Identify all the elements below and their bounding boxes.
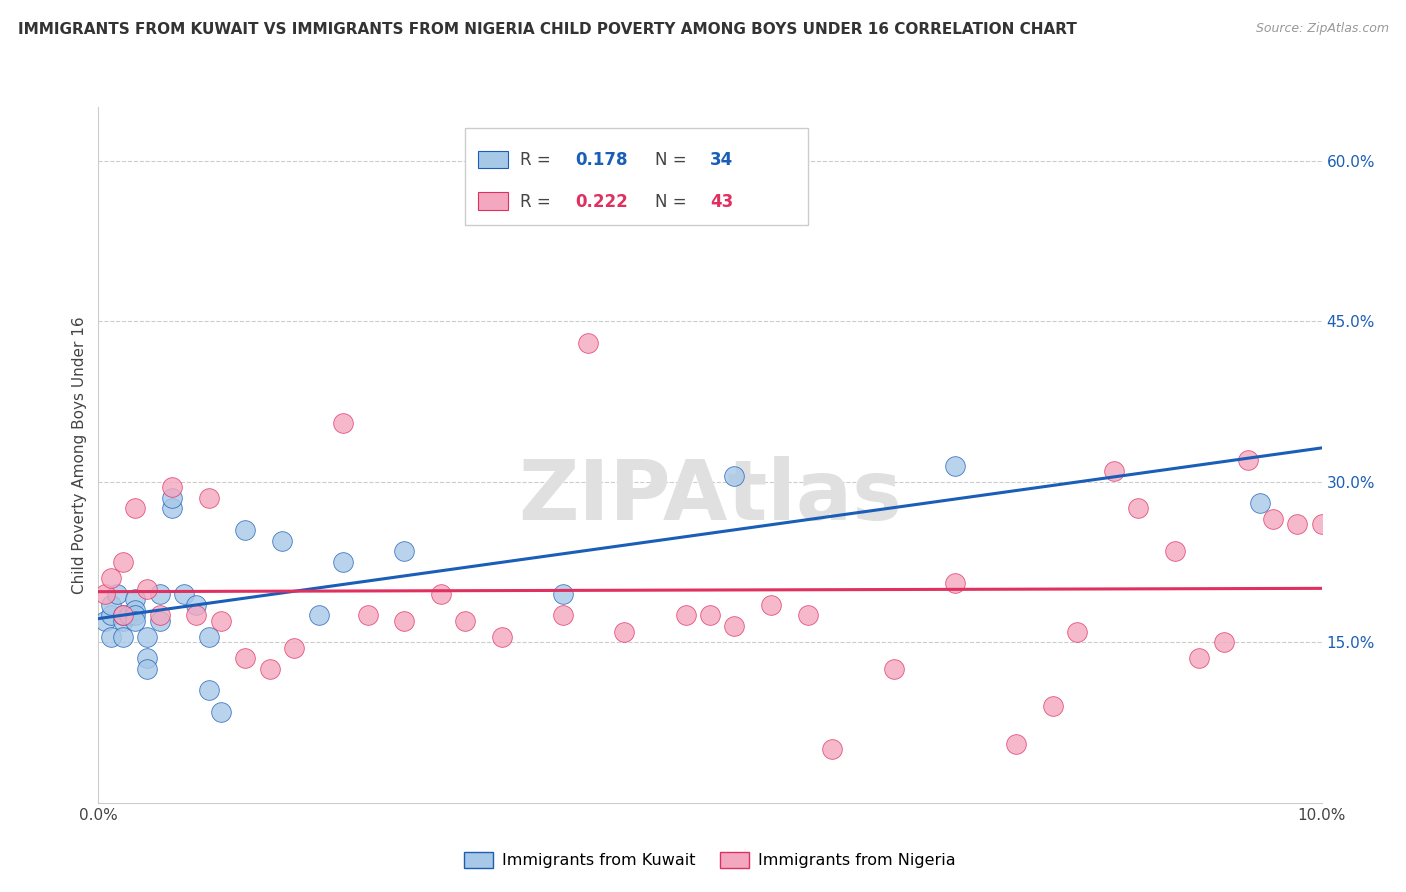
Point xyxy=(723,619,745,633)
Point xyxy=(723,469,745,483)
Point xyxy=(259,662,281,676)
Point xyxy=(392,544,416,558)
Point xyxy=(1261,512,1284,526)
Text: 0.178: 0.178 xyxy=(575,151,628,169)
Text: ZIPAtlas: ZIPAtlas xyxy=(517,456,903,537)
Point xyxy=(124,614,146,628)
Point xyxy=(233,523,256,537)
Point xyxy=(160,491,183,505)
Point xyxy=(1066,624,1088,639)
Text: 34: 34 xyxy=(710,151,734,169)
Text: 43: 43 xyxy=(710,193,734,211)
Point xyxy=(576,335,599,350)
Point xyxy=(111,614,134,628)
Point xyxy=(613,624,636,639)
Bar xyxy=(478,193,508,210)
Point xyxy=(124,592,146,607)
Point xyxy=(100,571,122,585)
Point xyxy=(1249,496,1271,510)
Point xyxy=(332,555,354,569)
Point xyxy=(308,608,330,623)
Point xyxy=(136,651,159,665)
Point xyxy=(943,458,966,473)
Point xyxy=(491,630,513,644)
Point xyxy=(136,582,159,596)
Point xyxy=(699,608,721,623)
Point xyxy=(111,608,134,623)
Point xyxy=(197,630,219,644)
Point xyxy=(1310,517,1333,532)
Point xyxy=(943,576,966,591)
Point xyxy=(430,587,453,601)
FancyBboxPatch shape xyxy=(465,128,808,226)
Point xyxy=(797,608,820,623)
Text: R =: R = xyxy=(520,151,557,169)
Point xyxy=(173,587,195,601)
Point xyxy=(1042,699,1064,714)
Point xyxy=(233,651,256,665)
Point xyxy=(136,662,159,676)
Point xyxy=(124,603,146,617)
Point xyxy=(1102,464,1125,478)
Point xyxy=(93,587,115,601)
Point xyxy=(160,501,183,516)
Point xyxy=(553,608,575,623)
Point xyxy=(270,533,292,548)
Point xyxy=(283,640,305,655)
Point xyxy=(100,598,122,612)
Point xyxy=(186,608,208,623)
Point xyxy=(111,608,134,623)
Point xyxy=(356,608,378,623)
Point xyxy=(186,598,208,612)
Point xyxy=(332,416,354,430)
Point xyxy=(149,608,172,623)
Point xyxy=(136,630,159,644)
Point xyxy=(111,630,134,644)
Point xyxy=(1128,501,1150,516)
Point xyxy=(209,614,232,628)
Point xyxy=(93,614,115,628)
Text: IMMIGRANTS FROM KUWAIT VS IMMIGRANTS FROM NIGERIA CHILD POVERTY AMONG BOYS UNDER: IMMIGRANTS FROM KUWAIT VS IMMIGRANTS FRO… xyxy=(18,22,1077,37)
Point xyxy=(1212,635,1234,649)
Bar xyxy=(478,151,508,168)
Point xyxy=(105,587,128,601)
Y-axis label: Child Poverty Among Boys Under 16: Child Poverty Among Boys Under 16 xyxy=(72,316,87,594)
Point xyxy=(124,608,146,623)
Point xyxy=(111,555,134,569)
Point xyxy=(197,491,219,505)
Point xyxy=(883,662,905,676)
Point xyxy=(454,614,477,628)
Point xyxy=(100,608,122,623)
Point xyxy=(553,587,575,601)
Text: Source: ZipAtlas.com: Source: ZipAtlas.com xyxy=(1256,22,1389,36)
Point xyxy=(392,614,416,628)
Point xyxy=(149,614,172,628)
Point xyxy=(1004,737,1026,751)
Point xyxy=(149,587,172,601)
Legend: Immigrants from Kuwait, Immigrants from Nigeria: Immigrants from Kuwait, Immigrants from … xyxy=(458,846,962,875)
Text: R =: R = xyxy=(520,193,557,211)
Text: N =: N = xyxy=(655,193,692,211)
Point xyxy=(197,683,219,698)
Point xyxy=(118,608,141,623)
Point xyxy=(1188,651,1211,665)
Point xyxy=(675,608,697,623)
Point xyxy=(160,480,183,494)
Point xyxy=(124,501,146,516)
Point xyxy=(209,705,232,719)
Text: N =: N = xyxy=(655,151,692,169)
Point xyxy=(821,742,844,756)
Point xyxy=(1164,544,1187,558)
Point xyxy=(759,598,782,612)
Point xyxy=(1237,453,1260,467)
Text: 0.222: 0.222 xyxy=(575,193,628,211)
Point xyxy=(100,630,122,644)
Point xyxy=(1286,517,1309,532)
